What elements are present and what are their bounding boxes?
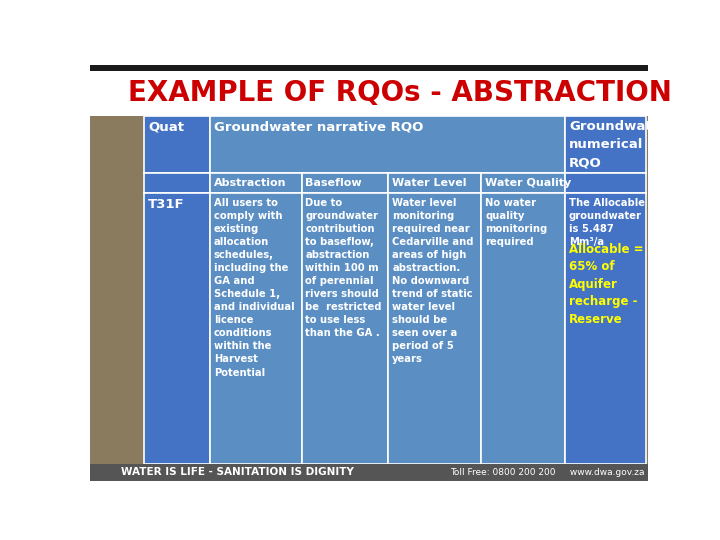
FancyBboxPatch shape — [388, 193, 482, 464]
FancyBboxPatch shape — [144, 193, 210, 464]
Text: Water Quality: Water Quality — [485, 178, 572, 188]
FancyBboxPatch shape — [210, 193, 302, 464]
Text: Toll Free: 0800 200 200     www.dwa.gov.za: Toll Free: 0800 200 200 www.dwa.gov.za — [450, 468, 644, 477]
Text: The Allocable
groundwater
is 5.487
Mm³/a: The Allocable groundwater is 5.487 Mm³/a — [569, 198, 645, 247]
FancyBboxPatch shape — [90, 71, 648, 116]
Text: Groundwater
numerical
RQO: Groundwater numerical RQO — [569, 120, 667, 169]
Text: Due to
groundwater
contribution
to baseflow,
abstraction
within 100 m
of perenni: Due to groundwater contribution to basef… — [305, 198, 382, 339]
Text: Abstraction: Abstraction — [214, 178, 287, 188]
Text: WATER IS LIFE - SANITATION IS DIGNITY: WATER IS LIFE - SANITATION IS DIGNITY — [121, 467, 354, 477]
Text: EXAMPLE OF RQOs - ABSTRACTION: EXAMPLE OF RQOs - ABSTRACTION — [128, 79, 672, 107]
Text: Water Level: Water Level — [392, 178, 467, 188]
FancyBboxPatch shape — [565, 173, 647, 193]
FancyBboxPatch shape — [90, 65, 648, 71]
FancyBboxPatch shape — [302, 173, 388, 193]
FancyBboxPatch shape — [565, 193, 647, 464]
FancyBboxPatch shape — [90, 464, 648, 481]
Text: No water
quality
monitoring
required: No water quality monitoring required — [485, 198, 547, 247]
FancyBboxPatch shape — [210, 116, 565, 173]
FancyBboxPatch shape — [565, 116, 647, 173]
FancyBboxPatch shape — [482, 173, 565, 193]
Text: Allocable =
65% of
Aquifer
recharge -
Reserve: Allocable = 65% of Aquifer recharge - Re… — [569, 242, 644, 326]
FancyBboxPatch shape — [90, 116, 648, 464]
Text: T31F: T31F — [148, 198, 185, 211]
Text: Groundwater narrative RQO: Groundwater narrative RQO — [214, 120, 423, 133]
Text: All users to
comply with
existing
allocation
schedules,
including the
GA and
Sch: All users to comply with existing alloca… — [214, 198, 294, 377]
Text: Water level
monitoring
required near
Cedarville and
areas of high
abstraction.
N: Water level monitoring required near Ced… — [392, 198, 474, 364]
FancyBboxPatch shape — [210, 173, 302, 193]
FancyBboxPatch shape — [388, 173, 482, 193]
FancyBboxPatch shape — [144, 173, 210, 193]
Text: Baseflow: Baseflow — [305, 178, 362, 188]
FancyBboxPatch shape — [302, 193, 388, 464]
FancyBboxPatch shape — [144, 116, 647, 464]
Text: Quat: Quat — [148, 120, 184, 133]
FancyBboxPatch shape — [144, 116, 210, 173]
FancyBboxPatch shape — [482, 193, 565, 464]
